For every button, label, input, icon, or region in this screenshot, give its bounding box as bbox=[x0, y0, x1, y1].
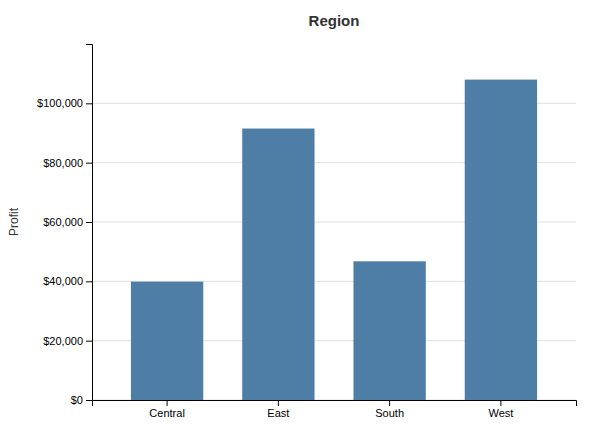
plot: $0 $20,000 $40,000 $60,000 $80,000 $100,000 Ce… bbox=[37, 45, 576, 419]
x-tick-label: East bbox=[267, 407, 289, 419]
y-tick: $80,000 bbox=[43, 157, 92, 169]
y-tick: $100,000 bbox=[37, 97, 92, 109]
y-tick: $40,000 bbox=[43, 275, 92, 287]
x-tick-mark bbox=[389, 400, 390, 406]
title: Region bbox=[309, 12, 360, 29]
y-axis-line bbox=[86, 45, 93, 401]
y-tick-mark bbox=[86, 341, 92, 342]
y-tick: $0 bbox=[71, 394, 92, 406]
chart: $0 $20,000 $40,000 $60,000 $80,000 $100,000 Ce… bbox=[0, 0, 600, 440]
x-tick: Central bbox=[149, 400, 184, 419]
x-tick: East bbox=[267, 400, 289, 419]
y-tick-mark bbox=[86, 400, 92, 401]
y-tick-mark bbox=[86, 103, 92, 104]
x-tick: South bbox=[375, 400, 404, 419]
x-tick-label: Central bbox=[149, 407, 184, 419]
x-tick-label: West bbox=[488, 407, 513, 419]
y-tick-mark bbox=[86, 222, 92, 223]
y-tick-label: $20,000 bbox=[43, 335, 83, 347]
x-tick-mark bbox=[167, 400, 168, 406]
y-tick-label: $60,000 bbox=[43, 216, 83, 228]
bar bbox=[353, 261, 425, 400]
bar bbox=[465, 80, 537, 400]
y-tick-label: $80,000 bbox=[43, 157, 83, 169]
y-tick-label: $40,000 bbox=[43, 275, 83, 287]
y-tick-label: $100,000 bbox=[37, 97, 83, 109]
x-tick-mark bbox=[500, 400, 501, 406]
x-tick: West bbox=[488, 400, 513, 419]
y-tick: $60,000 bbox=[43, 216, 92, 228]
bar bbox=[131, 282, 203, 400]
bar bbox=[242, 129, 314, 400]
bars bbox=[131, 80, 537, 400]
y-tick-mark bbox=[86, 163, 92, 164]
y-axis: $0 $20,000 $40,000 $60,000 $80,000 $100,000 bbox=[37, 45, 92, 407]
x-axis: Central East South West bbox=[93, 400, 577, 419]
x-tick-label: South bbox=[375, 407, 404, 419]
y-tick: $20,000 bbox=[43, 335, 92, 347]
x-axis-line bbox=[93, 401, 577, 407]
x-tick-mark bbox=[278, 400, 279, 406]
y-axis-title: Profit bbox=[7, 207, 21, 236]
y-tick-label: $0 bbox=[71, 394, 83, 406]
y-tick-mark bbox=[86, 281, 92, 282]
